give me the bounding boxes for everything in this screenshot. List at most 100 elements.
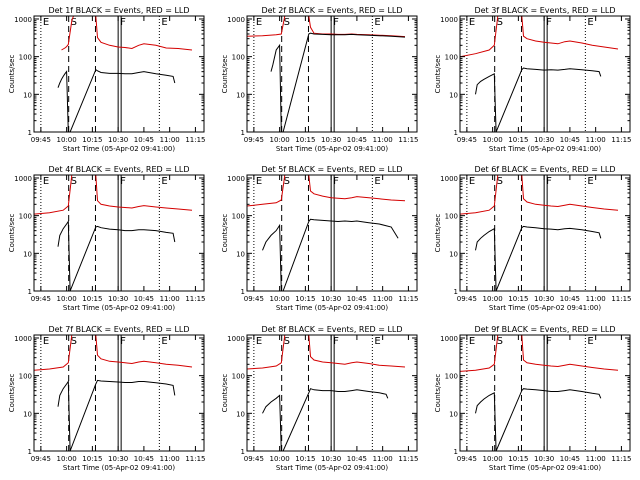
marker-label: F [333,17,339,28]
y-tick-label: 100 [232,213,245,221]
y-axis-label: Counts/sec [8,374,16,413]
y-axis-label: Counts/sec [221,214,229,253]
x-tick-label: 10:15 [508,455,528,463]
y-tick-label: 1 [454,129,458,137]
marker-label: S [284,17,290,28]
chart-title: Det 6f BLACK = Events, RED = LLD [474,165,615,174]
y-tick-label: 1 [454,288,458,296]
x-axis-label: Start Time (05-Apr-02 09:41:00) [276,304,388,312]
chart-title: Det 2f BLACK = Events, RED = LLD [261,6,402,15]
y-tick-label: 1000 [14,16,32,24]
chart-title: Det 5f BLACK = Events, RED = LLD [261,165,402,174]
lld-series-line [460,335,619,372]
x-axis-label: Start Time (05-Apr-02 09:41:00) [276,464,388,472]
plot-frame [246,174,418,292]
events-series-line [475,67,602,132]
x-tick-label: 10:00 [270,136,290,144]
x-tick-label: 10:15 [82,295,102,303]
x-tick-label: 10:30 [108,295,128,303]
x-tick-label: 09:45 [244,455,264,463]
y-axis-label: Counts/sec [8,214,16,253]
x-tick-label: 10:15 [82,455,102,463]
plot-frame [459,15,631,133]
chart-title: Det 8f BLACK = Events, RED = LLD [261,325,402,334]
x-tick-label: 11:15 [398,455,418,463]
chart-title: Det 3f BLACK = Events, RED = LLD [474,6,615,15]
x-axis-label: Start Time (05-Apr-02 09:41:00) [489,145,601,153]
x-tick-label: 10:30 [534,136,554,144]
x-tick-label: 11:00 [586,455,606,463]
x-tick-label: 10:00 [483,136,503,144]
marker-label: S [71,176,77,187]
plot-frame [459,174,631,292]
marker-label: S [497,176,503,187]
events-series-line [270,32,406,132]
marker-label: E [469,17,475,28]
marker-label: E [161,336,167,347]
x-tick-label: 10:45 [134,295,154,303]
lld-series-line [247,175,406,207]
x-tick-label: 09:45 [31,295,51,303]
x-axis-label: Start Time (05-Apr-02 09:41:00) [63,145,175,153]
marker-label: E [374,17,380,28]
y-tick-label: 1 [28,448,32,456]
y-tick-label: 100 [19,373,32,381]
x-tick-label: 11:15 [611,455,631,463]
y-tick-label: 1000 [440,335,458,343]
chart-panel: Det 2f BLACK = Events, RED = LLD E S F E 1 10 1… [221,6,419,153]
x-tick-label: 10:00 [57,295,77,303]
y-axis-label: Counts/sec [221,374,229,413]
y-axis-label: Counts/sec [221,55,229,94]
y-tick-label: 1000 [440,175,458,183]
plot-frame [33,174,205,292]
x-tick-label: 11:00 [160,455,180,463]
y-tick-label: 100 [19,213,32,221]
y-tick-label: 10 [23,250,32,258]
chart-panel: Det 4f BLACK = Events, RED = LLD E S F E 1 10 1… [8,165,206,312]
chart-panel: Det 7f BLACK = Events, RED = LLD E S F E 1 10 1… [8,325,206,472]
marker-label: S [497,336,503,347]
marker-label: F [546,176,552,187]
x-tick-label: 10:15 [295,136,315,144]
chart-panel: Det 6f BLACK = Events, RED = LLD E S F E 1 10 1… [434,165,632,312]
x-tick-label: 10:45 [560,455,580,463]
x-tick-label: 09:45 [244,295,264,303]
plot-frame [246,15,418,133]
y-axis-label: Counts/sec [434,374,442,413]
x-tick-label: 10:15 [508,295,528,303]
x-axis-label: Start Time (05-Apr-02 09:41:00) [489,464,601,472]
y-tick-label: 1000 [14,335,32,343]
y-tick-label: 1000 [227,175,245,183]
marker-label: E [256,336,262,347]
x-tick-label: 10:45 [134,136,154,144]
marker-label: F [333,336,339,347]
marker-label: E [161,176,167,187]
marker-label: F [546,17,552,28]
marker-label: E [587,17,593,28]
y-tick-label: 1 [241,448,245,456]
lld-series-line [34,175,193,215]
x-tick-label: 10:30 [321,455,341,463]
x-tick-label: 10:15 [295,455,315,463]
chart-title: Det 7f BLACK = Events, RED = LLD [48,325,189,334]
x-tick-label: 10:00 [57,136,77,144]
y-tick-label: 100 [445,373,458,381]
y-tick-label: 100 [445,54,458,62]
y-axis-label: Counts/sec [434,55,442,94]
x-tick-label: 10:45 [560,295,580,303]
lld-series-line [61,16,193,51]
x-tick-label: 11:15 [185,295,205,303]
x-tick-label: 10:15 [295,295,315,303]
plot-frame [459,334,631,452]
x-tick-label: 09:45 [457,295,477,303]
events-series-line [57,219,176,291]
marker-label: F [120,17,126,28]
plot-frame [246,334,418,452]
x-tick-label: 10:45 [347,295,367,303]
x-axis-label: Start Time (05-Apr-02 09:41:00) [489,304,601,312]
plot-frame [33,334,205,452]
marker-label: E [43,17,49,28]
marker-label: F [333,176,339,187]
x-tick-label: 11:00 [586,136,606,144]
x-tick-label: 10:30 [321,295,341,303]
